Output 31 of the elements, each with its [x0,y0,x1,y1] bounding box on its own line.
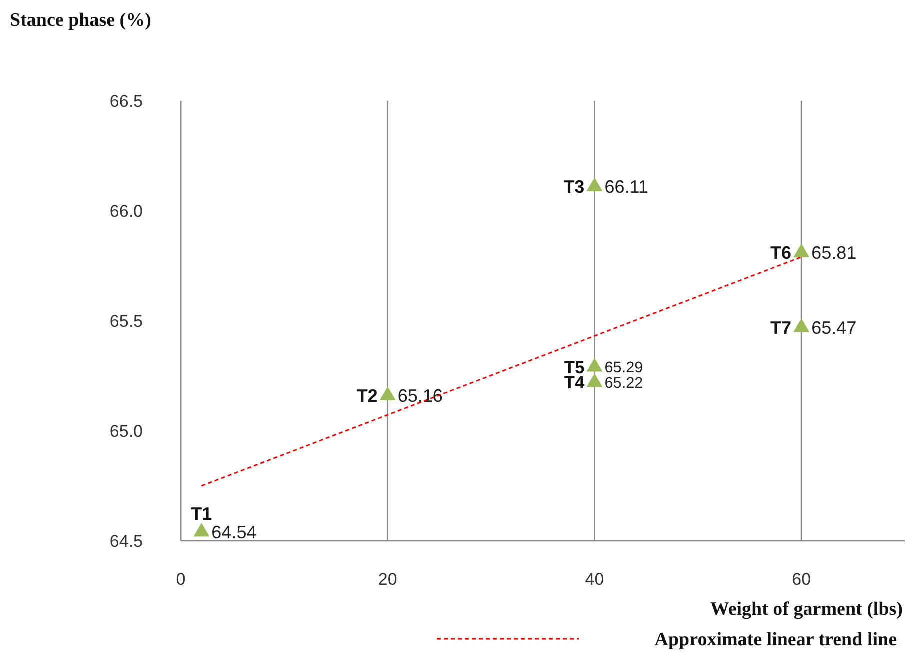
point [794,318,810,332]
data-label: 65.81 [812,243,857,264]
x-axis-title: Weight of garment (lbs) [710,599,903,620]
annotation: T3 [564,177,585,198]
x-tick-label: 20 [378,570,398,589]
data-label: 64.54 [212,522,257,542]
text: Approximate linear trend line [654,630,897,651]
annotation: T7 [770,318,792,338]
point [586,178,603,192]
x-tick-label: 60 [792,570,812,589]
point [586,358,603,372]
data-label: 66.11 [604,177,648,198]
y-tick-label: 65.0 [110,422,143,441]
x-tick-label: 40 [585,570,604,589]
annotation: T6 [770,243,792,264]
point [794,244,810,258]
data-label: 65.47 [812,318,857,338]
x-tick-label: 0 [176,570,186,589]
y-axis-title: Stance phase (%) [10,10,152,31]
y-tick-label: 66.5 [110,92,143,111]
data-label: 65.16 [398,386,443,406]
point [194,523,210,537]
data-label: 65.22 [604,374,644,392]
y-tick-label: 65.5 [110,312,143,331]
data-label: 65.29 [604,360,644,377]
y-tick-label: 64.5 [110,532,143,551]
y-tick-label: 66.0 [110,202,143,221]
point [586,373,603,388]
point [380,386,396,400]
annotation: T1 [191,504,212,524]
annotation: T2 [356,386,378,406]
